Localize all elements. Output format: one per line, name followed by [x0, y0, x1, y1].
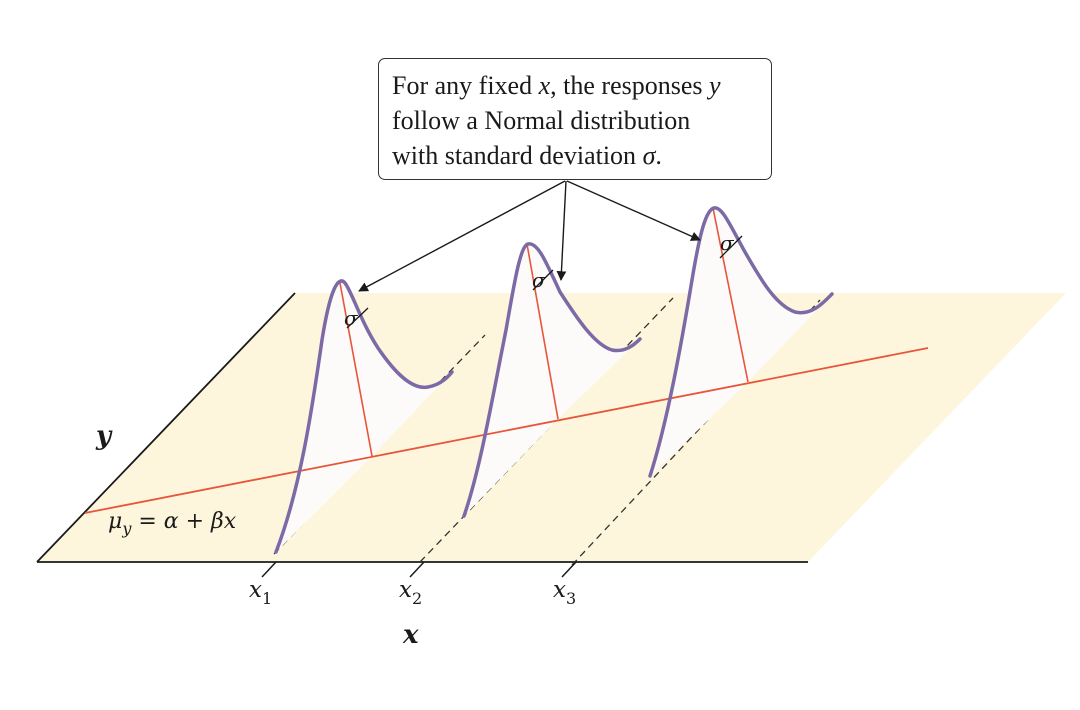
normal-curve-fill-x3 [650, 207, 832, 476]
mean-line-x2 [526, 243, 559, 420]
tick-mark-x1 [261, 561, 277, 578]
callout-line-1: For any fixed x, the responses y [392, 71, 721, 100]
normal-curve-x2 [462, 242, 642, 518]
x-axis-label: x [402, 620, 419, 650]
sigma-tick-x1 [346, 307, 369, 329]
normal-curve-x3 [648, 206, 834, 478]
sigma-label-x3: σ [720, 231, 735, 255]
y-axis-label: y [95, 421, 113, 451]
tick-mark-x2 [409, 561, 425, 578]
callout-box: For any fixed x, the responses y follow … [378, 58, 772, 180]
callout-line-3: with standard deviation σ. [392, 141, 662, 170]
sigma-tick-x2 [532, 269, 554, 291]
regression-mu: μ [108, 509, 122, 534]
normal-curve-fill-x2 [464, 243, 640, 516]
regression-rhs: = α + βx [131, 509, 236, 534]
sigma-tick-x3 [719, 235, 743, 259]
tick-mark-x3 [561, 561, 577, 578]
tick-label-x1: x1 [249, 577, 272, 608]
tick-label-x2: x2 [399, 577, 422, 608]
mean-line-x3 [712, 207, 749, 383]
y-axis-edge [36, 292, 296, 563]
mean-line-x1 [339, 282, 373, 457]
normal-curve-x1 [274, 279, 454, 554]
sigma-label-x2: σ [532, 268, 547, 292]
callout-arrow-3 [566, 180, 701, 241]
callout-arrow-2 [556, 180, 567, 281]
regression-equation: μy = α + βx [108, 509, 237, 538]
tick-label-x3: x3 [553, 577, 576, 608]
regression-mu-sub: y [121, 519, 132, 538]
callout-line-2: follow a Normal distribution [392, 106, 691, 135]
callout-arrow-1 [358, 180, 566, 292]
sigma-label-x1: σ [344, 306, 359, 330]
regression-line [84, 347, 929, 514]
